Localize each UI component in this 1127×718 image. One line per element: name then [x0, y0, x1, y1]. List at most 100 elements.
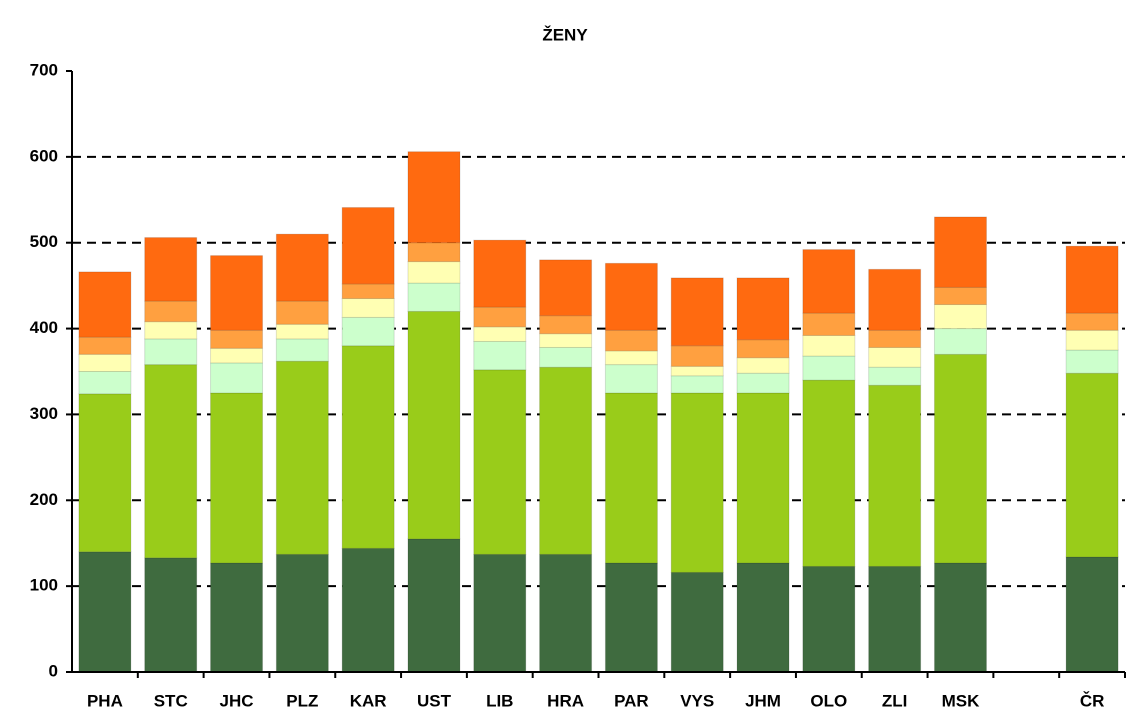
x-tick-label: PLZ: [286, 691, 318, 710]
bar-segment: [933, 328, 987, 355]
bar-segment: [341, 283, 395, 300]
bar-segment: [604, 350, 658, 366]
bar-segment: [868, 329, 922, 348]
bar-segment: [473, 326, 527, 342]
bar-segment: [736, 392, 790, 564]
bar-segment: [210, 255, 264, 331]
bar-segment: [1065, 329, 1119, 351]
x-tick-label: MSK: [942, 691, 981, 710]
y-tick-label: 500: [30, 232, 58, 251]
bar-segment: [604, 262, 658, 331]
bar-segment: [144, 321, 198, 340]
bar-segment: [670, 277, 724, 347]
bar-segment: [78, 371, 132, 395]
bar-segment: [670, 345, 724, 367]
bar-segment: [933, 304, 987, 330]
bar-segment: [802, 312, 856, 336]
bar-segment: [933, 286, 987, 306]
bar-segment: [144, 364, 198, 559]
bar-segment: [275, 233, 329, 302]
bar-segment: [868, 384, 922, 567]
bar-segment: [407, 538, 461, 673]
x-tick-label: ZLI: [882, 691, 908, 710]
x-tick-label: JHC: [220, 691, 254, 710]
bar-segment: [341, 298, 395, 318]
bar-segment: [210, 329, 264, 349]
bar-segment: [604, 329, 658, 352]
x-tick-label: ČR: [1080, 691, 1105, 710]
y-tick-label: 100: [30, 576, 58, 595]
bar-segment: [275, 338, 329, 362]
bar-segment: [407, 151, 461, 244]
chart-title: ŽENY: [542, 25, 588, 44]
bar-segment: [407, 310, 461, 540]
bar-segment: [539, 346, 593, 368]
bar-segment: [407, 261, 461, 284]
bar-segment: [473, 239, 527, 308]
bar-segment: [78, 336, 132, 355]
bar-segment: [802, 355, 856, 381]
bar-segment: [473, 306, 527, 328]
bar-segment: [144, 557, 198, 673]
bar-segment: [144, 237, 198, 302]
bar-segment: [933, 562, 987, 673]
x-tick-label: LIB: [486, 691, 513, 710]
bar-segment: [933, 353, 987, 564]
bar-segment: [539, 333, 593, 348]
bar-segment: [539, 259, 593, 317]
x-tick-label: STC: [154, 691, 188, 710]
bar-segment: [802, 565, 856, 673]
y-tick-label: 600: [30, 146, 58, 165]
x-tick-label: OLO: [810, 691, 847, 710]
bar-segment: [736, 357, 790, 374]
bar-segment: [802, 334, 856, 357]
bar-segment: [539, 553, 593, 673]
bar-segment: [736, 339, 790, 359]
bar-segment: [473, 369, 527, 555]
x-tick-label: HRA: [547, 691, 584, 710]
y-tick-label: 0: [49, 661, 58, 680]
y-tick-label: 300: [30, 404, 58, 423]
bar-segment: [604, 392, 658, 564]
bar-segment: [275, 553, 329, 673]
x-tick-label: PAR: [614, 691, 649, 710]
bar-segment: [670, 392, 724, 573]
bar-segment: [933, 216, 987, 288]
bar-segment: [604, 364, 658, 394]
bar-segment: [144, 338, 198, 366]
y-tick-label: 700: [30, 60, 58, 79]
bar-segment: [1065, 312, 1119, 331]
bar-segment: [868, 366, 922, 386]
bar-segment: [670, 365, 724, 377]
bar-segment: [144, 300, 198, 323]
bar-segment: [78, 551, 132, 673]
bar-segment: [341, 207, 395, 285]
bar-segment: [539, 315, 593, 335]
x-tick-label: UST: [417, 691, 452, 710]
bar-segment: [407, 242, 461, 263]
bar-segment: [407, 282, 461, 312]
bar-segment: [802, 249, 856, 314]
bar-segment: [539, 366, 593, 555]
bar-segment: [736, 562, 790, 673]
bar-segment: [210, 362, 264, 394]
bar-segment: [78, 271, 132, 338]
bar-segment: [1065, 245, 1119, 314]
y-tick-label: 200: [30, 490, 58, 509]
bar-segment: [78, 393, 132, 553]
x-tick-label: JHM: [745, 691, 781, 710]
bar-segment: [473, 340, 527, 371]
bar-segment: [868, 268, 922, 331]
bar-segment: [275, 323, 329, 340]
x-tick-label: KAR: [350, 691, 387, 710]
bar-segment: [210, 347, 264, 364]
bar-segment: [275, 300, 329, 325]
bar-segment: [275, 360, 329, 555]
bar-segment: [210, 562, 264, 673]
y-tick-label: 400: [30, 318, 58, 337]
bar-segment: [670, 571, 724, 673]
bar-segment: [736, 372, 790, 394]
bar-segment: [1065, 349, 1119, 374]
bar-segment: [341, 316, 395, 347]
